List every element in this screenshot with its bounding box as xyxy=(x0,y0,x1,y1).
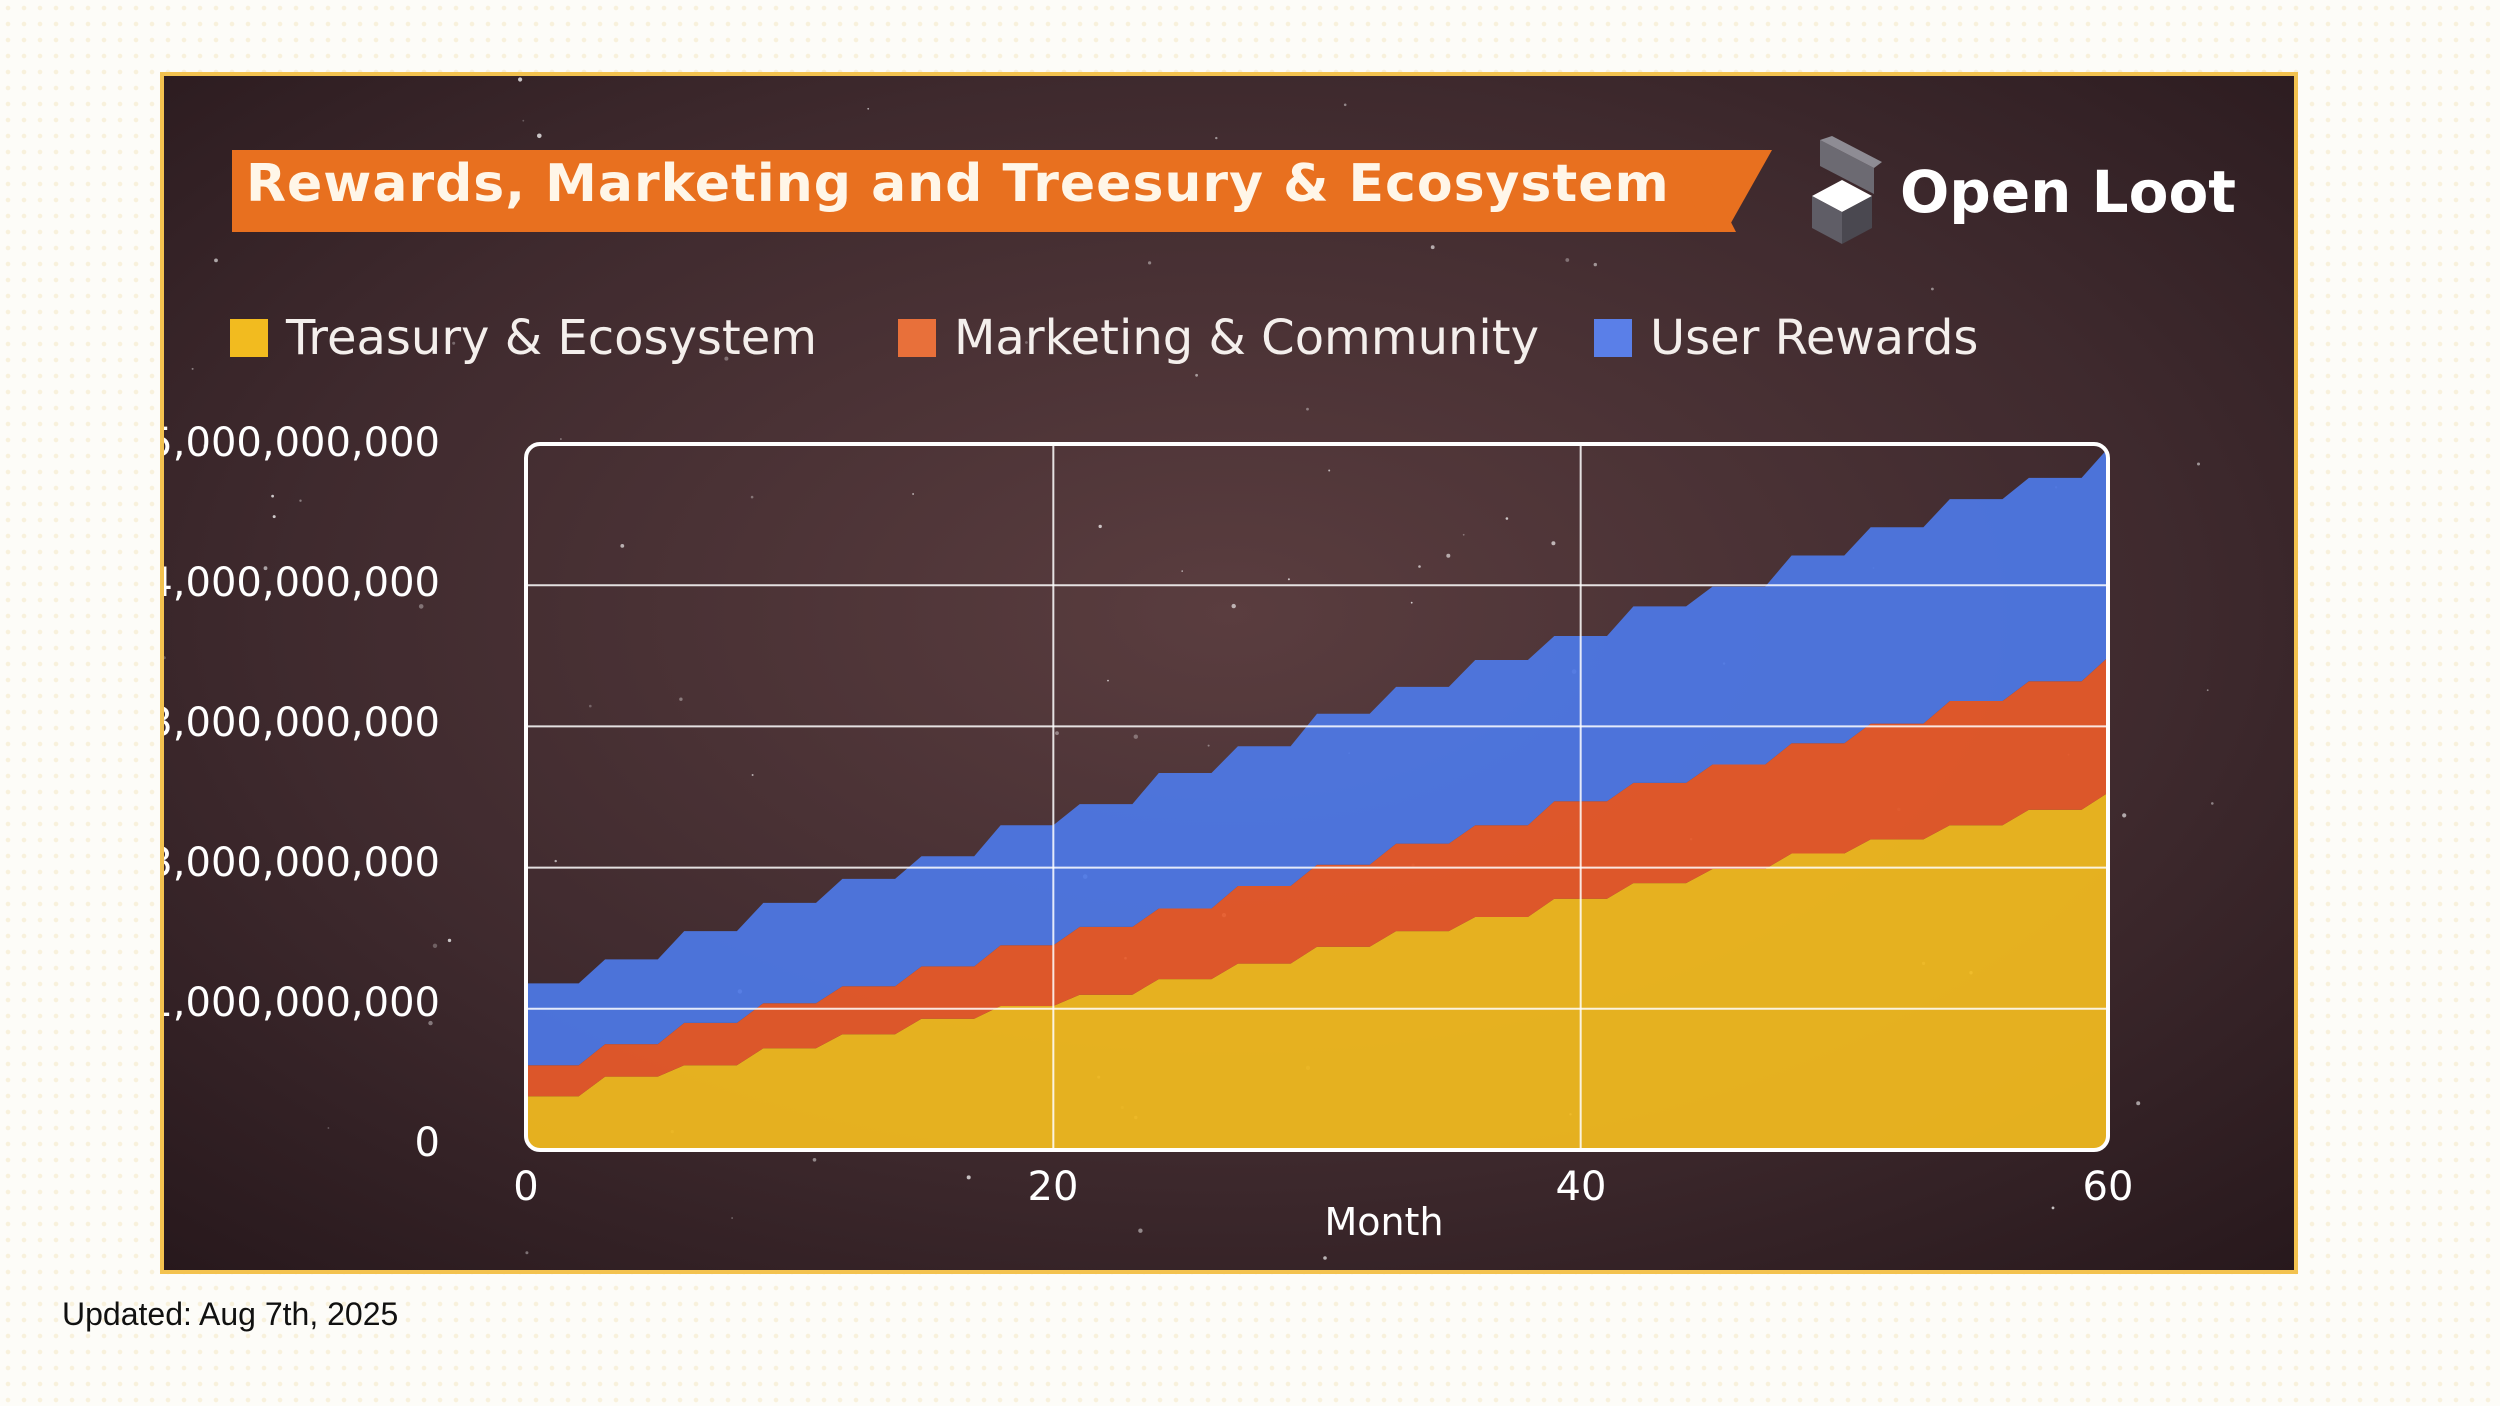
star-dot xyxy=(214,258,218,263)
x-tick-label: 20 xyxy=(1027,1164,1079,1210)
star-dot xyxy=(1343,103,1347,107)
star-dot xyxy=(1098,524,1102,529)
legend-label-marketing: Marketing & Community xyxy=(954,310,1539,366)
star-dot xyxy=(1328,469,1331,472)
legend-swatch-user-rewards xyxy=(1594,319,1632,357)
star-dot xyxy=(2211,802,2214,805)
area-series-2 xyxy=(526,448,2108,1066)
star-dot xyxy=(452,341,456,345)
area-series-1 xyxy=(526,657,2108,1097)
star-dot xyxy=(731,1217,733,1219)
star-dot xyxy=(299,499,302,502)
star-dot xyxy=(518,77,523,82)
star-dot xyxy=(1593,262,1598,267)
star-dot xyxy=(1287,578,1290,581)
star-dot xyxy=(812,1158,817,1162)
title-banner xyxy=(232,150,1772,232)
x-axis-label: Month xyxy=(1324,1200,1444,1244)
star-dot xyxy=(1418,565,1421,568)
star-dot xyxy=(327,1127,330,1129)
star-dot xyxy=(428,1020,433,1026)
star-dot xyxy=(679,697,683,701)
legend-label-user-rewards: User Rewards xyxy=(1650,310,1979,366)
star-dot xyxy=(164,656,166,660)
star-dot xyxy=(750,495,754,499)
y-tick-label: 3,000,000,000 xyxy=(160,840,440,886)
x-tick-label: 40 xyxy=(1555,1164,1607,1210)
star-dot xyxy=(1207,744,1210,747)
star-dot xyxy=(2136,1101,2141,1106)
star-dot xyxy=(447,938,452,943)
star-dot xyxy=(1462,533,1465,536)
star-dot xyxy=(2206,689,2209,692)
star-dot xyxy=(1551,541,1556,546)
star-dot xyxy=(2051,1206,2055,1210)
star-dot xyxy=(1231,603,1236,609)
star-dot xyxy=(1306,407,1309,411)
brand-name: Open Loot xyxy=(1900,158,2237,226)
legend-swatch-marketing xyxy=(898,319,936,357)
star-dot xyxy=(2197,462,2200,466)
star-dot xyxy=(724,356,729,361)
star-dot xyxy=(1195,373,1198,377)
y-tick-label: 0 xyxy=(414,1120,440,1166)
x-tick-label: 60 xyxy=(2082,1164,2134,1210)
star-dot xyxy=(418,604,424,609)
star-dot xyxy=(966,1175,971,1180)
star-dot xyxy=(1505,517,1509,520)
grid-lines xyxy=(526,444,2108,1150)
star-dot xyxy=(432,943,438,948)
star-dot xyxy=(525,1251,529,1255)
star-dot xyxy=(751,774,754,776)
star-dot xyxy=(2122,813,2127,818)
legend-label-treasury: Treasury & Ecosystem xyxy=(286,310,818,366)
legend-item-marketing: Marketing & Community xyxy=(898,308,1539,368)
x-tick-label: 0 xyxy=(513,1164,539,1210)
star-dot xyxy=(1181,570,1183,572)
star-dot xyxy=(1430,245,1435,250)
star-dot xyxy=(1148,261,1152,265)
y-tick-label: 1,000,000,000 xyxy=(160,980,440,1026)
star-dot xyxy=(271,494,274,498)
updated-date-note: Updated: Aug 7th, 2025 xyxy=(62,1296,399,1332)
star-dot xyxy=(1410,601,1413,604)
chart-card: Rewards, Marketing and Treesury & Ecosys… xyxy=(160,72,2298,1274)
star-dot xyxy=(1565,258,1570,262)
star-dot xyxy=(191,367,194,370)
star-dot xyxy=(560,438,562,440)
legend-item-user-rewards: User Rewards xyxy=(1594,308,1978,368)
legend-swatch-treasury xyxy=(230,319,268,357)
star-dot xyxy=(522,119,525,122)
star-dot xyxy=(1323,1256,1327,1260)
star-dot xyxy=(1025,341,1028,344)
open-loot-logo-icon xyxy=(1812,136,1882,244)
star-dot xyxy=(263,566,268,571)
star-dot xyxy=(272,515,276,519)
legend-item-treasury: Treasury & Ecosystem xyxy=(230,308,817,368)
star-dot xyxy=(1138,1228,1143,1233)
star-dot xyxy=(1055,731,1059,735)
star-dot xyxy=(1107,679,1109,682)
star-dot xyxy=(589,704,592,708)
star-dot xyxy=(912,493,914,495)
star-dot xyxy=(1931,287,1934,291)
chart-title: Rewards, Marketing and Treesury & Ecosys… xyxy=(246,154,1670,214)
area-series-0 xyxy=(526,792,2108,1150)
y-tick-label: 3,000,000,000 xyxy=(160,700,440,746)
star-dot xyxy=(537,133,542,139)
plot-border xyxy=(524,442,2110,1152)
star-dot xyxy=(620,544,625,548)
y-tick-label: 5,000,000,000 xyxy=(160,420,440,466)
star-dot xyxy=(867,107,870,110)
star-dot xyxy=(1215,136,1218,140)
stacked-area-chart xyxy=(164,76,2294,1270)
star-dot xyxy=(1446,553,1451,558)
star-dot xyxy=(554,859,557,863)
star-dot xyxy=(203,444,207,448)
y-tick-label: 4,000,000,000 xyxy=(160,560,440,606)
star-dot xyxy=(1133,734,1138,739)
